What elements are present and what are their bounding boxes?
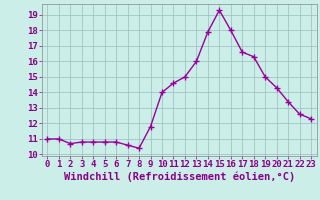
X-axis label: Windchill (Refroidissement éolien,°C): Windchill (Refroidissement éolien,°C): [64, 172, 295, 182]
